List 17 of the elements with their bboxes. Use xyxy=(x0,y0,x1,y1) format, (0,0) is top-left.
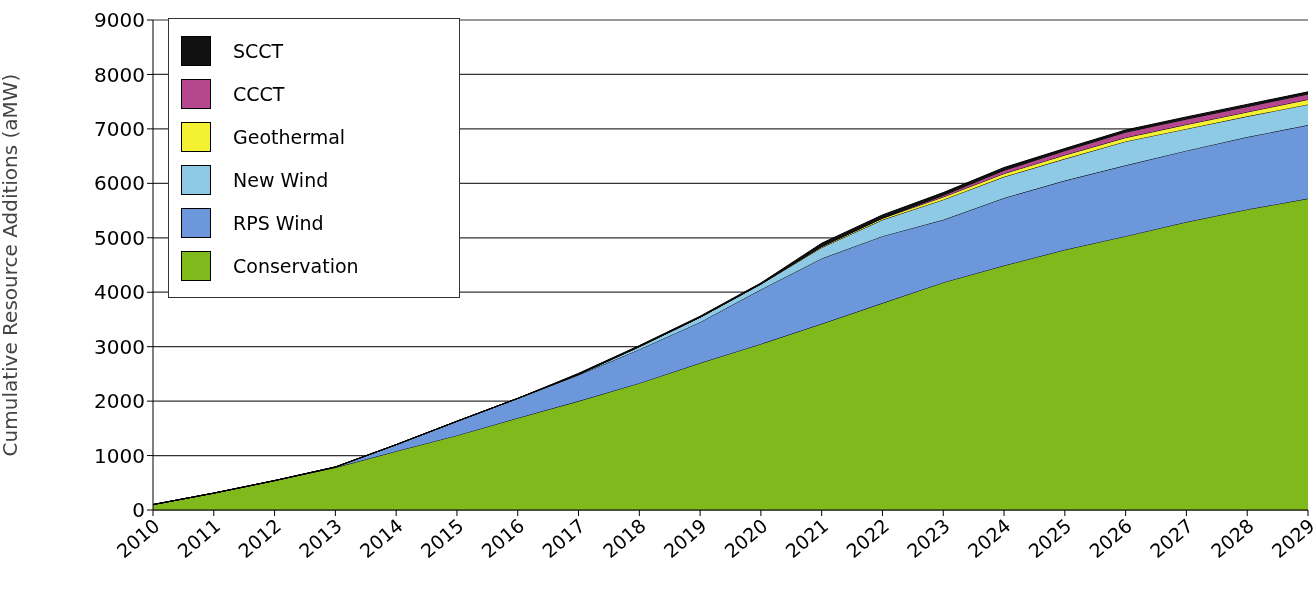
y-tick-label: 6000 xyxy=(94,171,145,196)
legend-label: Geothermal xyxy=(233,125,346,148)
y-axis-title: Cumulative Resource Additions (aMW) xyxy=(0,73,23,457)
legend-label: SCCT xyxy=(233,39,284,62)
y-tick-label: 2000 xyxy=(94,389,145,414)
y-tick-label: 0 xyxy=(132,498,145,523)
legend-label: New Wind xyxy=(233,168,329,191)
legend-label: CCCT xyxy=(233,82,285,105)
y-tick-label: 9000 xyxy=(94,8,145,33)
y-tick-label: 3000 xyxy=(94,334,145,359)
y-tick-label: 4000 xyxy=(94,280,145,305)
legend-label: Conservation xyxy=(233,254,359,277)
legend-label: RPS Wind xyxy=(233,211,324,234)
y-tick-label: 1000 xyxy=(94,443,145,468)
y-tick-label: 7000 xyxy=(94,116,145,141)
y-tick-label: 8000 xyxy=(94,62,145,87)
y-tick-label: 5000 xyxy=(94,225,145,250)
